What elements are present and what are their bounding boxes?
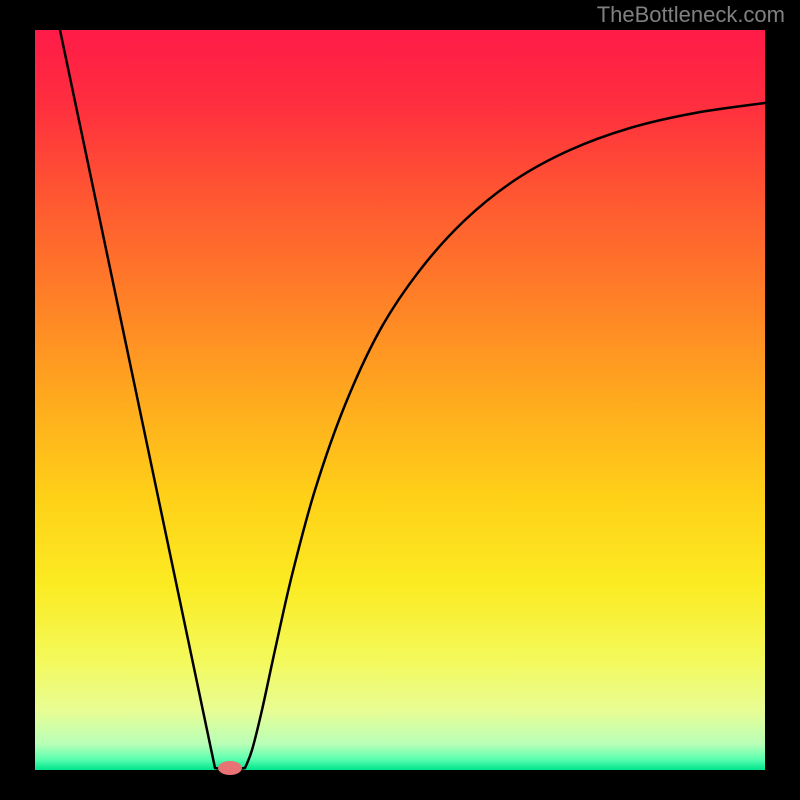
chart-container: TheBottleneck.com	[0, 0, 800, 800]
bottleneck-chart	[0, 0, 800, 800]
optimal-marker	[218, 761, 242, 775]
watermark-text: TheBottleneck.com	[597, 2, 785, 28]
plot-background	[35, 30, 765, 770]
